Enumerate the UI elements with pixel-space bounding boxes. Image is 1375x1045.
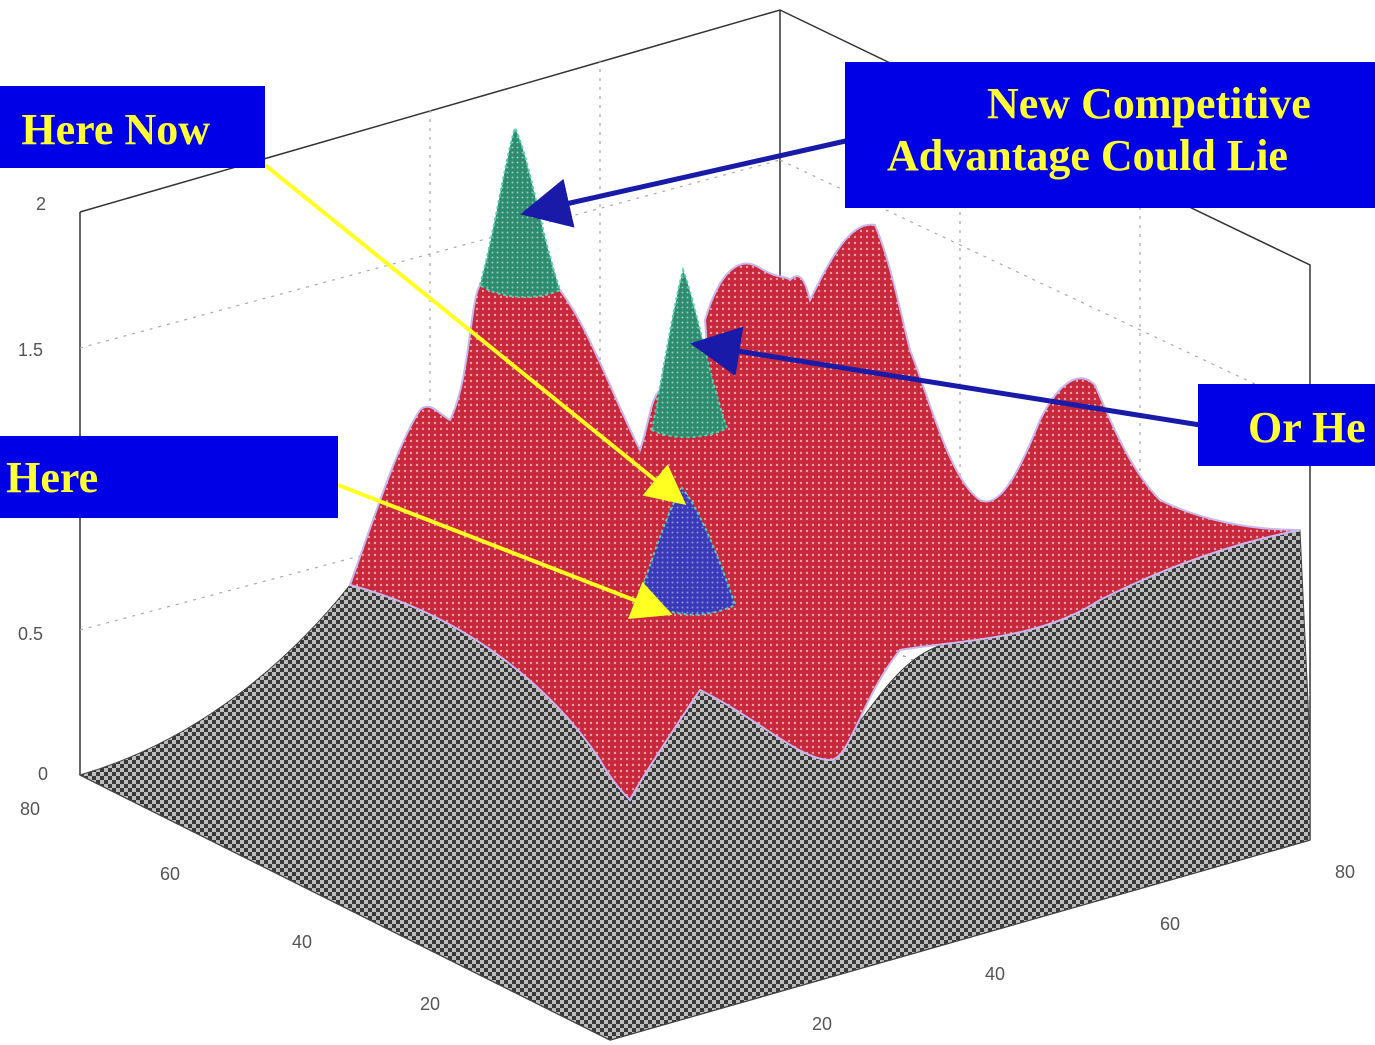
surface-red-mesh [348,223,1301,802]
arrow-to-green-middle [690,326,1201,428]
arrow-here-now [263,163,687,506]
peak-green-middle [650,266,729,439]
arrow-was-here [337,483,673,620]
peak-green-left [478,125,562,298]
z-tick-labels: 0 0.5 1.5 2 [18,194,48,784]
z-tick-0: 0 [38,764,48,784]
z-tick-2: 1.5 [18,340,43,360]
y-tick-40: 40 [292,932,312,952]
callout-or-here-text: Or He [1248,403,1366,452]
arrow-to-green-left [520,137,851,228]
callout-new-competitive-line2: Advantage Could Lie [887,131,1288,180]
callout-was-here: s Here [0,436,338,518]
x-tick-80: 80 [1335,862,1355,882]
y-tick-80: 80 [20,799,40,819]
callout-new-competitive: New Competitive Advantage Could Lie [845,62,1375,208]
callout-new-competitive-line1: New Competitive [987,79,1311,128]
callout-here-now: Here Now [0,86,265,168]
y-tick-20: 20 [420,994,440,1014]
y-tick-60: 60 [160,864,180,884]
x-tick-40: 40 [985,964,1005,984]
z-tick-1: 0.5 [18,624,43,644]
x-tick-labels: 20 40 60 80 [812,862,1355,1034]
x-tick-20: 20 [812,1014,832,1034]
callout-here-now-text: Here Now [21,105,210,154]
y-tick-labels: 80 60 40 20 [20,799,440,1014]
x-tick-60: 60 [1160,914,1180,934]
z-tick-3: 2 [36,194,46,214]
callout-was-here-text: s Here [0,453,99,502]
callout-arrows [263,137,1201,620]
callout-or-here: Or He [1198,384,1375,466]
